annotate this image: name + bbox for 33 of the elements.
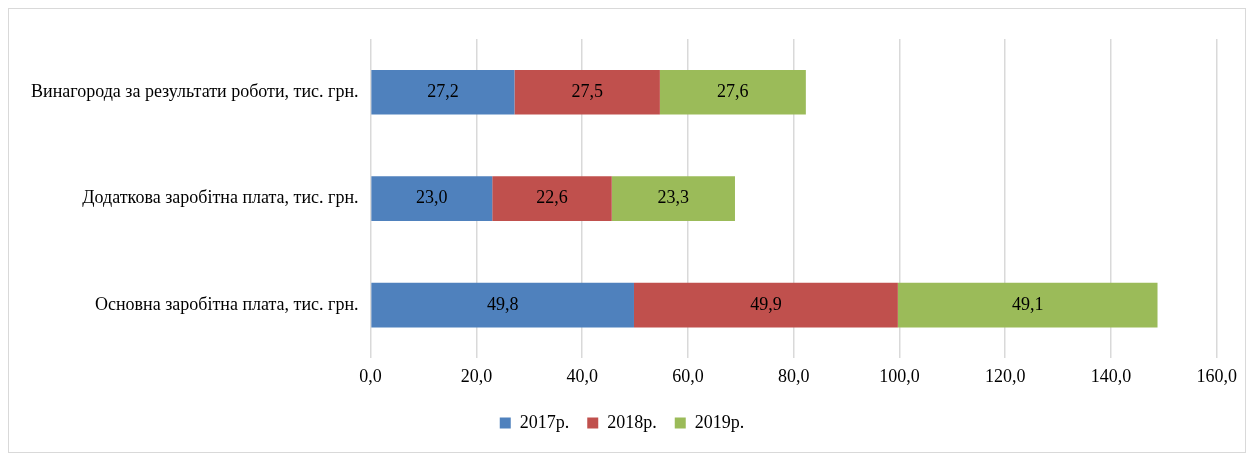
data-label: 27,2 bbox=[427, 80, 459, 101]
bar bbox=[611, 176, 735, 222]
x-tick-label: 80,0 bbox=[777, 365, 810, 386]
bar bbox=[633, 282, 898, 328]
bar bbox=[897, 282, 1158, 328]
data-label: 22,6 bbox=[536, 187, 568, 208]
data-label: 23,0 bbox=[416, 187, 448, 208]
data-label: 49,8 bbox=[486, 293, 519, 314]
x-tick-label: 60,0 bbox=[672, 365, 704, 386]
bar bbox=[371, 282, 634, 328]
x-tick-label: 100,0 bbox=[879, 365, 920, 386]
data-label: 27,5 bbox=[571, 80, 603, 101]
data-label: 27,6 bbox=[717, 80, 749, 101]
x-tick-label: 0,0 bbox=[359, 365, 382, 386]
legend-label: 2018р. bbox=[607, 411, 657, 432]
legend-label: 2017р. bbox=[519, 411, 570, 432]
x-tick-label: 40,0 bbox=[566, 365, 598, 386]
y-tick-label: Винагорода за результати роботи, тис. грн. bbox=[30, 80, 359, 101]
legend-label: 2019р. bbox=[694, 411, 745, 432]
bar bbox=[492, 176, 612, 222]
data-label: 49,1 bbox=[1011, 293, 1044, 314]
data-label: 23,3 bbox=[657, 187, 690, 208]
data-label: 49,9 bbox=[750, 293, 782, 314]
y-tick-label: Додаткова заробітна плата, тис. грн. bbox=[82, 187, 359, 208]
x-tick-label: 20,0 bbox=[460, 365, 493, 386]
bar bbox=[371, 176, 493, 222]
bar bbox=[514, 69, 660, 115]
x-tick-label: 120,0 bbox=[984, 365, 1026, 386]
bar bbox=[371, 69, 515, 115]
bar bbox=[659, 69, 806, 115]
y-tick-label: Основна заробітна плата, тис. грн. bbox=[94, 293, 359, 314]
x-tick-label: 140,0 bbox=[1090, 365, 1132, 386]
x-tick-label: 160,0 bbox=[1196, 365, 1237, 386]
